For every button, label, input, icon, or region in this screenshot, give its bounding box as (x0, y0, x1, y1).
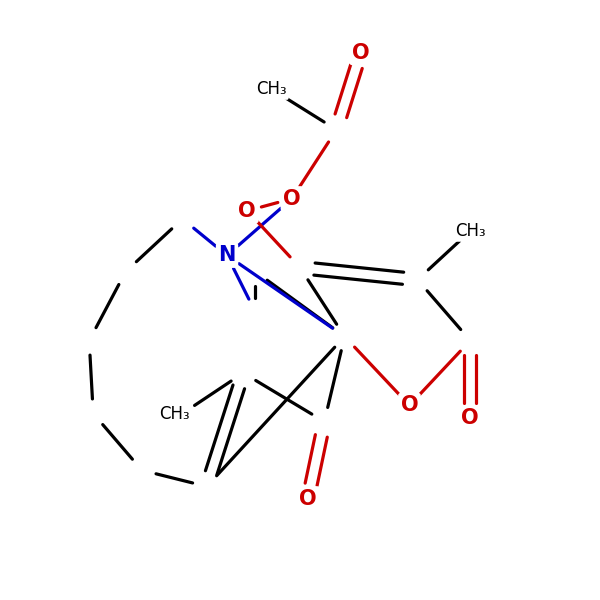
Text: CH₃: CH₃ (455, 222, 485, 240)
Text: O: O (283, 188, 301, 209)
Text: O: O (238, 201, 256, 221)
Text: CH₃: CH₃ (159, 404, 190, 422)
Text: O: O (401, 395, 418, 415)
Text: CH₃: CH₃ (256, 80, 287, 98)
Text: O: O (352, 43, 370, 63)
Text: O: O (461, 407, 479, 428)
Text: O: O (299, 488, 317, 509)
Text: N: N (218, 245, 236, 265)
